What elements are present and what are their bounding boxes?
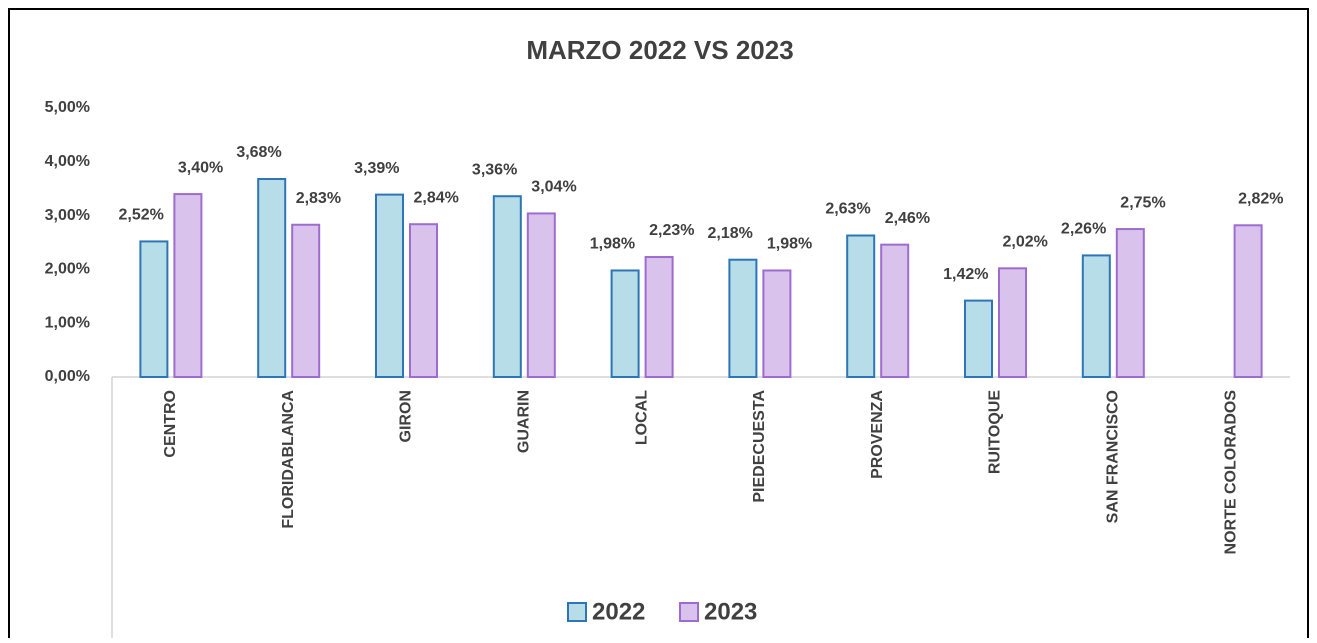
- legend-swatch: [679, 602, 699, 622]
- bar: [492, 195, 522, 378]
- data-label: 2,18%: [708, 225, 753, 242]
- bar: [526, 212, 556, 378]
- data-label: 2,63%: [825, 201, 870, 218]
- x-tick-label: RUITOQUE: [987, 390, 1004, 474]
- y-tick-label: 2,00%: [45, 261, 90, 278]
- data-label: 3,36%: [472, 161, 517, 178]
- bar: [728, 258, 758, 378]
- data-label: 2,46%: [885, 210, 930, 227]
- y-tick-label: 1,00%: [45, 314, 90, 331]
- bar: [291, 223, 321, 378]
- bar: [846, 234, 876, 378]
- data-label: 2,84%: [414, 189, 459, 206]
- legend-label: 2023: [704, 598, 757, 625]
- data-label: 1,42%: [943, 266, 988, 283]
- data-label: 3,40%: [178, 159, 223, 176]
- y-tick-label: 4,00%: [45, 153, 90, 170]
- data-label: 1,98%: [767, 236, 812, 253]
- data-label: 3,04%: [531, 179, 576, 196]
- bar: [257, 178, 287, 378]
- y-tick-label: 0,00%: [45, 368, 90, 385]
- data-label: 2,75%: [1120, 194, 1165, 211]
- data-label: 2,52%: [119, 207, 164, 224]
- x-tick-label: LOCAL: [633, 390, 650, 445]
- bar: [1233, 224, 1263, 378]
- data-label: 2,23%: [649, 222, 694, 239]
- x-tick-label: FLORIDABLANCA: [280, 390, 297, 529]
- legend-label: 2022: [592, 598, 645, 625]
- bar: [998, 267, 1027, 379]
- x-tick-label: GUARIN: [516, 390, 533, 453]
- chart-title: MARZO 2022 VS 2023: [526, 35, 793, 65]
- data-label: 2,26%: [1061, 221, 1106, 238]
- bar: [964, 299, 993, 378]
- data-label: 2,82%: [1238, 191, 1283, 208]
- bar: [375, 193, 404, 378]
- bar: [1115, 228, 1145, 378]
- x-tick-label: SAN FRANCISCO: [1105, 390, 1122, 523]
- bar: [610, 269, 640, 379]
- legend-swatch: [567, 602, 587, 622]
- bar: [409, 223, 438, 378]
- data-label: 3,39%: [354, 160, 399, 177]
- x-tick-label: CENTRO: [162, 390, 179, 458]
- y-tick-label: 3,00%: [45, 207, 90, 224]
- data-label: 3,68%: [236, 144, 281, 161]
- bar: [762, 269, 792, 379]
- x-tick-label: PIEDECUESTA: [751, 390, 768, 503]
- bar: [880, 243, 910, 378]
- x-tick-label: GIRON: [398, 390, 415, 442]
- data-label: 1,98%: [590, 236, 635, 253]
- bar: [173, 193, 203, 378]
- bar: [139, 240, 169, 378]
- x-tick-label: NORTE COLORADOS: [1222, 390, 1239, 555]
- x-tick-label: PROVENZA: [869, 390, 886, 479]
- y-tick-label: 5,00%: [45, 99, 90, 116]
- data-label: 2,83%: [296, 190, 341, 207]
- bar: [1081, 254, 1111, 378]
- data-label: 2,02%: [1003, 234, 1048, 251]
- bar: [644, 256, 674, 378]
